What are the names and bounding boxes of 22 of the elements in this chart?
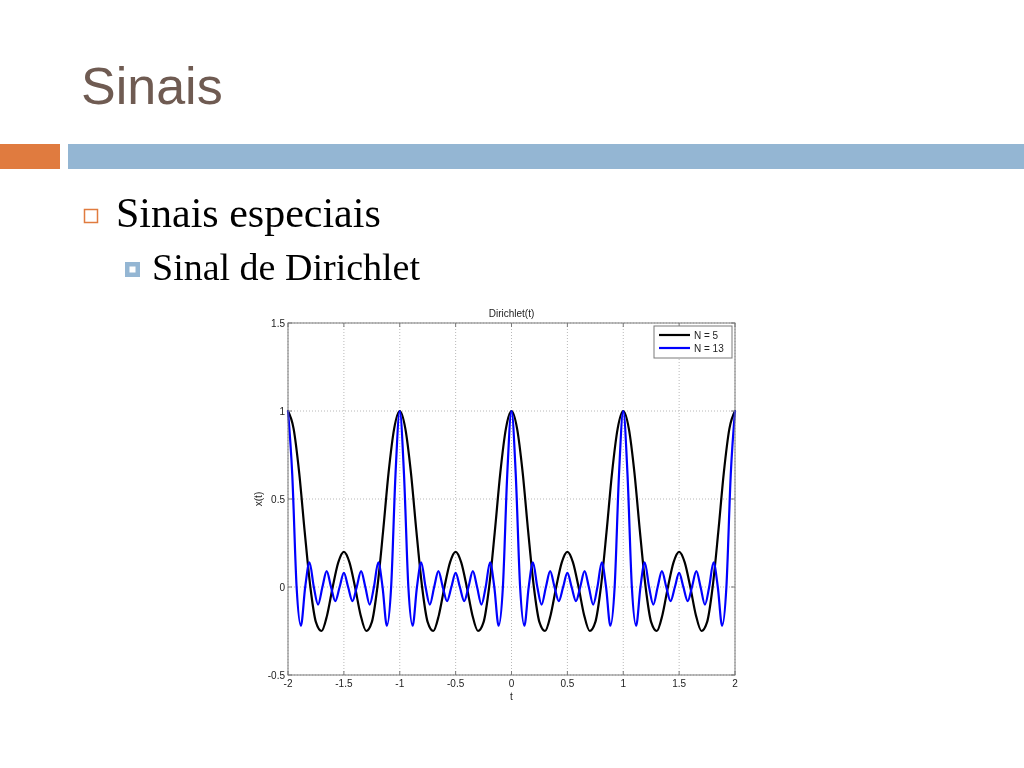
x-tick-label: 1 (620, 678, 627, 689)
y-axis-title: x(t) (253, 491, 264, 507)
text: Sinais (81, 57, 223, 115)
y-tick-label: 1.5 (271, 317, 286, 329)
text: Sinais especiais (116, 190, 381, 236)
y-tick-label: 1 (279, 405, 286, 417)
y-tick-label: 0.5 (271, 493, 286, 505)
y-tick-label: 0 (279, 581, 286, 593)
y-tick-label: -0.5 (267, 669, 286, 681)
legend-label: N = 5 (694, 329, 719, 341)
x-tick-label: -0.5 (447, 678, 465, 689)
x-tick-label: -1 (395, 678, 405, 689)
x-tick-label: -1.5 (335, 678, 353, 689)
legend-label: N = 13 (694, 342, 725, 354)
chart-title: Dirichlet(t) (488, 308, 535, 319)
x-tick-label: 1.5 (672, 678, 687, 689)
text: Sinal de Dirichlet (152, 246, 421, 288)
x-tick-label: 0 (508, 678, 515, 689)
x-tick-label: -2 (283, 678, 293, 689)
x-tick-label: 0.5 (560, 678, 575, 689)
x-tick-label: 2 (732, 678, 739, 689)
x-axis-title: t (510, 691, 514, 702)
